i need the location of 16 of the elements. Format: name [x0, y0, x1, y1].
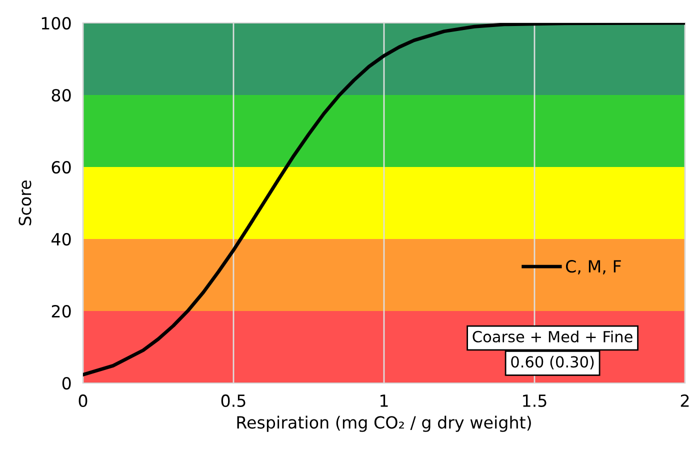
y-tick-label: 20 — [52, 304, 71, 318]
y-tick-label: 0 — [62, 376, 71, 390]
x-axis-title: Respiration (mg CO₂ / g dry weight) — [237, 416, 531, 432]
x-tick-label: 2 — [680, 394, 689, 407]
y-tick-label: 40 — [51, 232, 71, 246]
legend-label: C, M, F — [566, 260, 621, 274]
x-tick-label: 1 — [380, 394, 388, 407]
x-tick-label: 1.5 — [523, 394, 546, 408]
x-tick-label: 0.5 — [221, 394, 246, 408]
y-axis-title: Score — [18, 180, 32, 226]
annotation: 0.60 (0.30) — [511, 356, 594, 370]
x-tick-label: 0 — [78, 394, 88, 408]
y-tick-label: 60 — [52, 160, 71, 174]
annotation: Coarse + Med + Fine — [472, 330, 632, 342]
y-tick-label: 100 — [42, 16, 71, 30]
y-tick-label: 80 — [52, 88, 71, 102]
